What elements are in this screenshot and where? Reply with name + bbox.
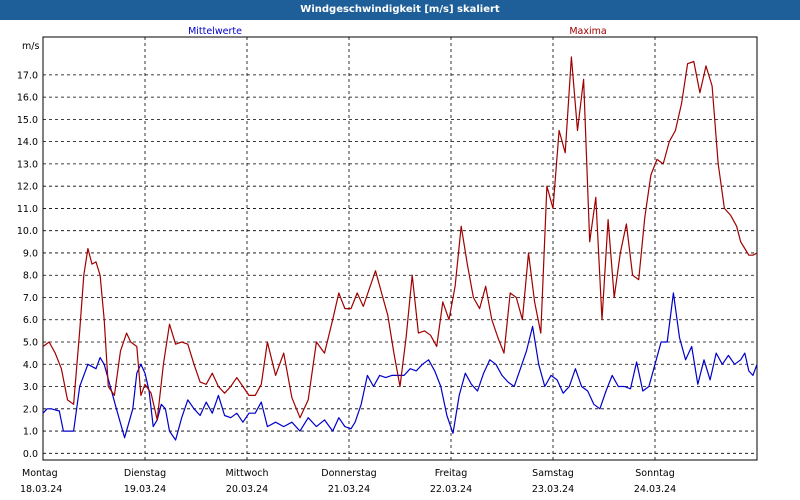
legend-mittelwerte: Mittelwerte	[188, 26, 242, 37]
x-tick-day: Dienstag	[124, 468, 166, 479]
chart-title: Windgeschwindigkeit [m/s] skaliert	[0, 0, 800, 20]
y-tick-label: 9.0	[23, 248, 38, 259]
x-tick-day: Freitag	[435, 468, 468, 479]
y-axis: 0.0 1.0 2.0 3.0 4.0 5.0 6.0 7.0 8.0 9.0 10.0 11.0 12…	[17, 70, 38, 459]
y-tick-label: 10.0	[17, 226, 38, 237]
x-tick-day: Samstag	[532, 468, 574, 479]
y-tick-label: 6.0	[23, 315, 38, 326]
y-tick-label: 13.0	[17, 159, 38, 170]
y-tick-label: 15.0	[17, 115, 38, 126]
y-tick-label: 14.0	[17, 137, 38, 148]
y-tick-label: 4.0	[23, 360, 38, 371]
wind-speed-chart: 0.0 1.0 2.0 3.0 4.0 5.0 6.0 7.0 8.0 9.0 10.0 11.0 12…	[17, 26, 758, 495]
x-tick-day: Sonntag	[635, 468, 674, 479]
legend-maxima: Maxima	[569, 26, 606, 37]
y-tick-label: 7.0	[23, 293, 38, 304]
x-tick-day: Donnerstag	[321, 468, 376, 479]
x-tick-date: 22.03.24	[430, 484, 472, 495]
x-tick-day: Mittwoch	[225, 468, 268, 479]
y-tick-label: 16.0	[17, 93, 38, 104]
x-tick-date: 20.03.24	[226, 484, 268, 495]
y-tick-label: 17.0	[17, 70, 38, 81]
series-lines	[42, 56, 758, 441]
y-tick-label: 3.0	[23, 382, 38, 393]
grid	[43, 37, 757, 460]
x-tick-day: Montag	[22, 468, 58, 479]
x-tick-date: 21.03.24	[328, 484, 370, 495]
y-axis-label: m/s	[22, 41, 39, 52]
plot-area	[42, 36, 758, 461]
x-tick-date: 18.03.24	[20, 484, 62, 495]
x-tick-date: 19.03.24	[124, 484, 166, 495]
x-tick-date: 24.03.24	[634, 484, 676, 495]
x-axis: Montag 18.03.24 Dienstag 19.03.24 Mittwoch 20…	[20, 468, 676, 495]
y-tick-label: 2.0	[23, 404, 38, 415]
y-tick-label: 12.0	[17, 182, 38, 193]
y-tick-label: 5.0	[23, 338, 38, 349]
x-tick-date: 23.03.24	[532, 484, 574, 495]
y-tick-label: 11.0	[17, 204, 38, 215]
y-tick-label: 1.0	[23, 427, 38, 438]
y-tick-label: 0.0	[23, 449, 38, 460]
series-line-maxima	[42, 56, 758, 421]
y-tick-label: 8.0	[23, 271, 38, 282]
